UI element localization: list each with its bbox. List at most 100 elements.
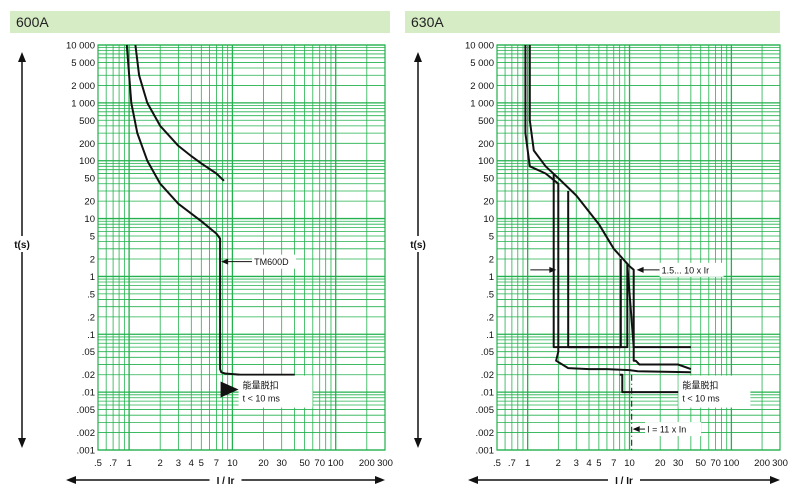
x-tick-label: 5 xyxy=(596,458,601,469)
annotation-arrow xyxy=(632,426,640,433)
y-tick-label: 5 000 xyxy=(71,58,95,69)
x-tick-label: 100 xyxy=(328,458,344,469)
chart-panel-1: 10 000 5 000 2 000 1 000 500 200 100 50 20 10 5 2 1.… xyxy=(409,41,788,487)
x-tick-label: 4 xyxy=(189,458,194,469)
x-tick-label: 3 xyxy=(574,458,579,469)
annotation-arrow xyxy=(549,266,557,273)
x-tick-label: .7 xyxy=(109,458,117,469)
x-tick-label: 70 xyxy=(314,458,325,469)
y-tick-label: .5 xyxy=(486,289,494,300)
y-tick-label: 1 xyxy=(489,272,494,283)
chart-title-630a: 630A xyxy=(411,14,444,30)
y-tick-label: 500 xyxy=(478,116,494,127)
x-tick-label: 7 xyxy=(611,458,616,469)
y-tick-label: .1 xyxy=(486,330,494,341)
x-axis-arrow-right xyxy=(375,476,385,484)
x-tick-label: 100 xyxy=(723,458,739,469)
y-tick-label: 20 xyxy=(483,197,494,208)
y-tick-label: .001 xyxy=(77,446,96,457)
x-tick-label: 50 xyxy=(695,458,706,469)
x-tick-label: 50 xyxy=(299,458,310,469)
y-tick-label: .01 xyxy=(481,388,494,399)
chart-panel-0: 10 000 5 000 2 000 1 000 500 200 100 50 20 10 5 2 1.… xyxy=(13,41,393,487)
x-axis-label-bg xyxy=(209,473,242,487)
y-tick-label: 200 xyxy=(79,139,95,150)
x-tick-label: .5 xyxy=(94,458,102,469)
y-tick-label: 50 xyxy=(483,174,494,185)
chart-title-band-630a: 630A xyxy=(405,11,780,33)
y-tick-label: 2 000 xyxy=(71,81,95,92)
y-axis-label-bg xyxy=(409,236,427,252)
annotation-time-limit: t < 10 ms xyxy=(243,394,281,404)
trip-curve-series-1 xyxy=(125,44,295,376)
y-axis-arrow-up xyxy=(18,52,26,62)
y-tick-label: .005 xyxy=(476,405,495,416)
y-tick-label: 200 xyxy=(478,139,494,150)
trip-curve-series-3 xyxy=(567,191,622,349)
y-axis-label: t(s) xyxy=(14,240,30,251)
x-tick-label: 10 xyxy=(624,458,635,469)
y-tick-label: .005 xyxy=(77,405,96,416)
y-axis-label-bg xyxy=(13,236,31,252)
chart-title-600a: 600A xyxy=(16,14,49,30)
x-tick-label: 2 xyxy=(158,458,163,469)
y-tick-label: 5 000 xyxy=(470,58,494,69)
y-axis-arrow-down xyxy=(414,438,422,448)
annotation-box xyxy=(678,375,751,408)
y-tick-label: 10 xyxy=(483,214,494,225)
y-tick-label: 2 xyxy=(489,255,494,266)
y-tick-label: .5 xyxy=(87,289,95,300)
x-tick-label: 10 xyxy=(227,458,238,469)
x-tick-label: 5 xyxy=(199,458,204,469)
y-tick-label: .002 xyxy=(77,428,96,439)
x-tick-label: 200 xyxy=(359,458,375,469)
x-tick-label: 30 xyxy=(276,458,287,469)
y-tick-label: 10 000 xyxy=(66,41,95,52)
chart-title-band-600a: 600A xyxy=(10,11,390,33)
y-tick-label: .05 xyxy=(82,347,95,358)
x-tick-label: 4 xyxy=(586,458,591,469)
x-axis-arrow-left xyxy=(468,476,478,484)
x-axis-label: I / Ir xyxy=(615,476,633,487)
x-tick-label: .5 xyxy=(493,458,501,469)
x-tick-label: 20 xyxy=(655,458,666,469)
x-axis-label-bg xyxy=(608,473,640,487)
y-tick-label: .02 xyxy=(82,370,95,381)
annotation-box xyxy=(238,375,313,408)
x-tick-label: .7 xyxy=(508,458,516,469)
x-axis-label: I / Ir xyxy=(217,476,235,487)
x-tick-label: 2 xyxy=(556,458,561,469)
y-tick-label: .002 xyxy=(476,428,495,439)
annotation-tm600d: TM600D xyxy=(254,257,289,267)
x-tick-label: 1 xyxy=(525,458,530,469)
annotation-arrow xyxy=(220,381,239,398)
x-tick-label: 70 xyxy=(710,458,721,469)
x-tick-label: 1 xyxy=(126,458,131,469)
trip-curve-series-0 xyxy=(134,44,225,182)
x-tick-label: 20 xyxy=(258,458,269,469)
x-axis-arrow-right xyxy=(770,476,780,484)
y-tick-label: 1 000 xyxy=(71,98,95,109)
y-axis-arrow-up xyxy=(414,52,422,62)
y-tick-label: 20 xyxy=(84,197,95,208)
y-tick-label: 100 xyxy=(478,156,494,167)
annotation-box xyxy=(645,422,702,437)
trip-curve-series-4 xyxy=(619,373,697,394)
x-tick-label: 300 xyxy=(772,458,788,469)
y-tick-label: .001 xyxy=(476,446,495,457)
trip-curve-series-0 xyxy=(528,45,692,371)
y-tick-label: .1 xyxy=(87,330,95,341)
y-tick-label: 10 000 xyxy=(465,41,494,52)
x-tick-label: 7 xyxy=(214,458,219,469)
y-tick-label: .01 xyxy=(82,388,95,399)
y-tick-label: 50 xyxy=(84,174,95,185)
x-axis-arrow-left xyxy=(66,476,76,484)
y-tick-label: .02 xyxy=(481,370,494,381)
annotation-energy-trip: 能量脱扣 xyxy=(682,380,718,391)
annotation-time-limit: t < 10 ms xyxy=(682,394,720,404)
annotation-arrow xyxy=(221,258,229,265)
y-tick-label: 2 xyxy=(90,255,95,266)
y-tick-label: .2 xyxy=(87,312,95,323)
annotation-box xyxy=(252,254,297,269)
